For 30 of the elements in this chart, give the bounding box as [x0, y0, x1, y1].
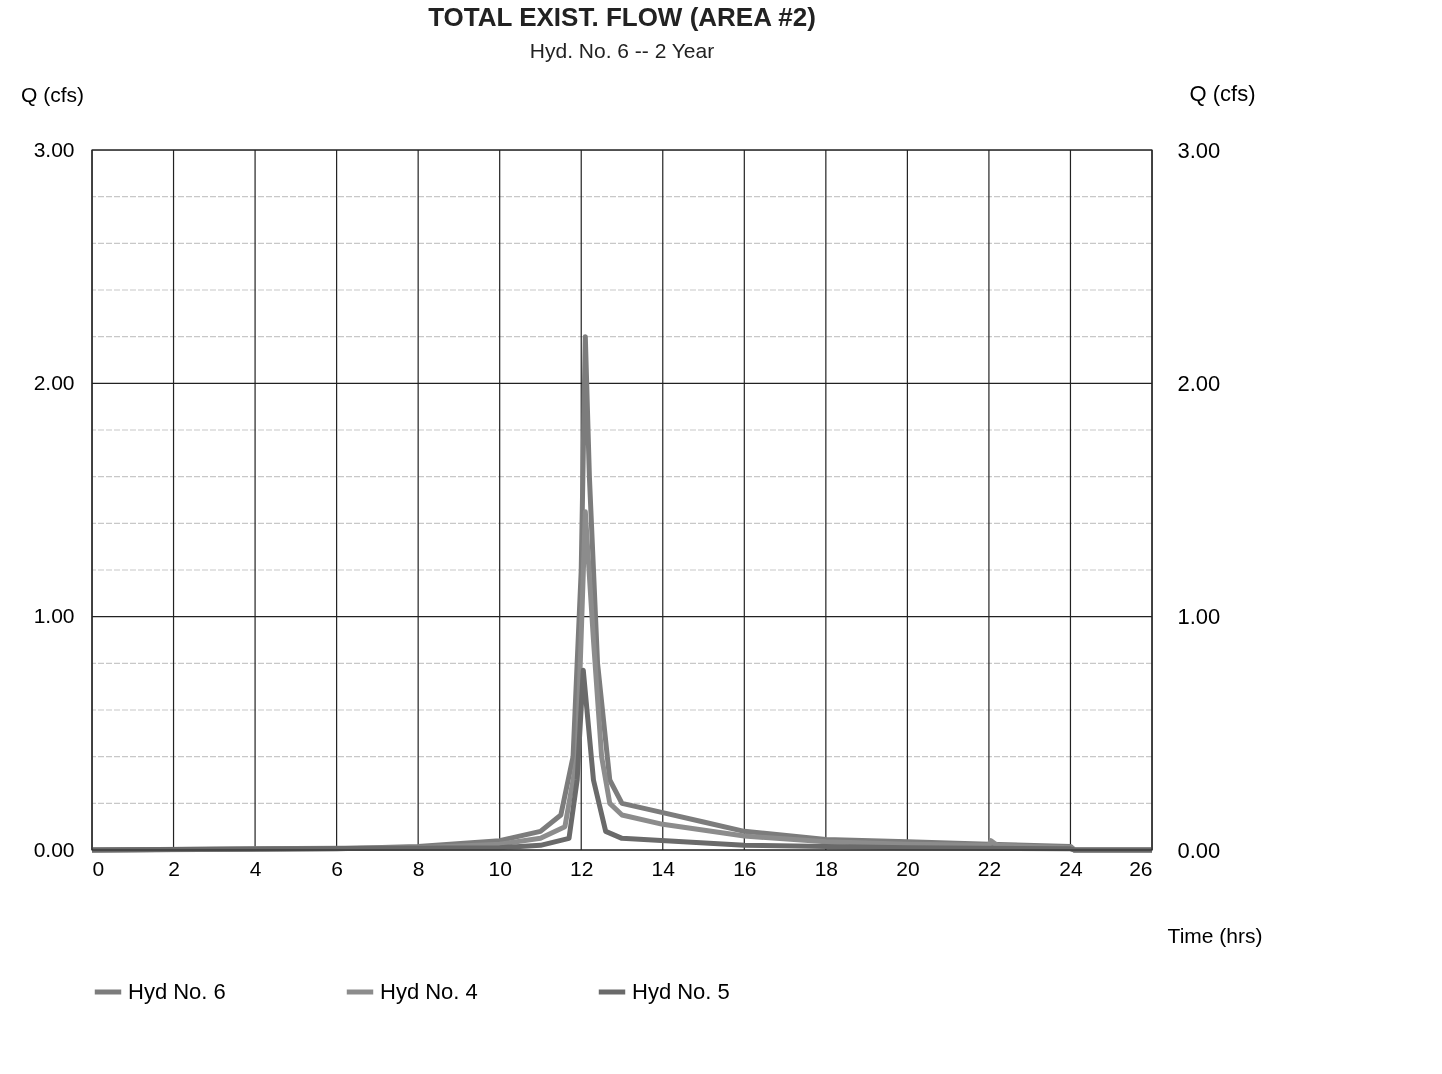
chart-title: TOTAL EXIST. FLOW (AREA #2) — [428, 2, 816, 32]
x-tick-label: 26 — [1129, 856, 1153, 880]
y2-axis-title: Q (cfs) — [1189, 80, 1256, 106]
y2-tick-label: 3.00 — [1177, 137, 1221, 163]
y-axis-title: Q (cfs) — [21, 82, 84, 106]
legend-label: Hyd No. 5 — [632, 979, 730, 1004]
x-tick-label: 20 — [896, 856, 920, 880]
y2-tick-label: 1.00 — [1177, 604, 1221, 630]
y-tick-label: 2.00 — [33, 370, 75, 394]
x-tick-label: 2 — [168, 856, 180, 880]
y2-tick-label: 2.00 — [1177, 370, 1221, 396]
x-tick-label: 10 — [488, 856, 512, 880]
x-tick-label: 12 — [570, 856, 594, 880]
x-tick-label: 14 — [651, 856, 676, 880]
x-tick-label: 8 — [412, 856, 425, 880]
legend-label: Hyd No. 4 — [380, 979, 478, 1004]
y-tick-label: 1.00 — [33, 604, 75, 628]
y2-tick-label: 0.00 — [1177, 837, 1221, 863]
x-tick-label: 16 — [733, 856, 757, 880]
x-tick-label: 6 — [331, 856, 343, 880]
x-tick-label: 18 — [814, 856, 839, 880]
x-tick-label: 22 — [977, 856, 1002, 880]
x-tick-label: 4 — [249, 856, 262, 880]
x-axis-title: Time (hrs) — [1167, 923, 1263, 947]
x-tick-label: 0 — [92, 856, 105, 880]
x-tick-label: 24 — [1059, 856, 1083, 880]
legend-label: Hyd No. 6 — [128, 979, 226, 1004]
y-tick-label: 3.00 — [33, 137, 75, 161]
chart-subtitle: Hyd. No. 6 -- 2 Year — [529, 39, 715, 62]
y-tick-label: 0.00 — [33, 837, 75, 861]
